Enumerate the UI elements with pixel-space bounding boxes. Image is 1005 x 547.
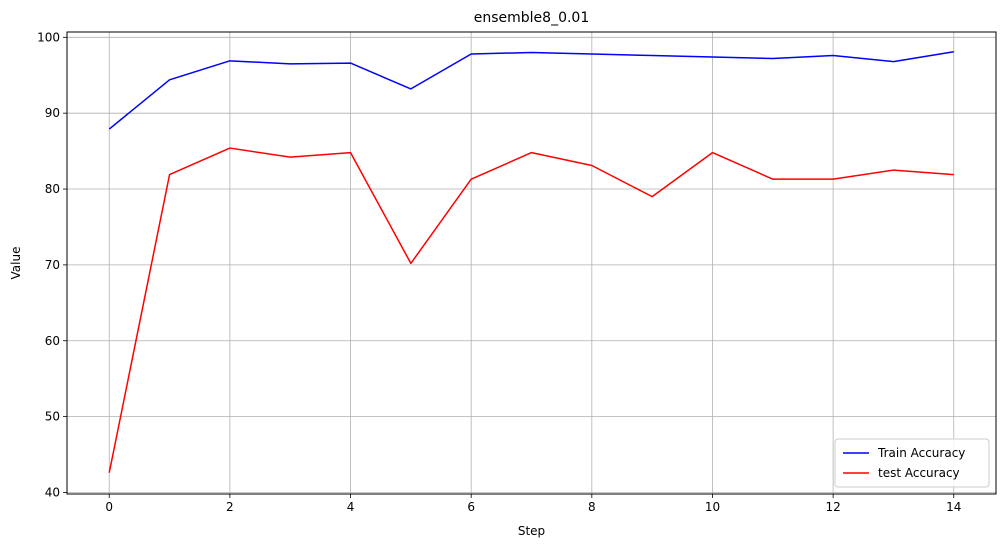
x-tick-label: 8 [588, 500, 596, 514]
y-tick-label: 70 [45, 258, 60, 272]
x-tick-label: 10 [705, 500, 720, 514]
y-tick-label: 60 [45, 334, 60, 348]
x-tick-label: 6 [467, 500, 475, 514]
x-tick-label: 14 [946, 500, 961, 514]
x-tick-label: 0 [105, 500, 113, 514]
y-axis-label: Value [9, 247, 23, 280]
y-tick-label: 100 [37, 30, 60, 44]
legend-label: Train Accuracy [877, 446, 965, 460]
chart-title: ensemble8_0.01 [474, 10, 590, 26]
legend: Train Accuracy test Accuracy [834, 438, 990, 488]
x-axis-label: Step [518, 524, 545, 538]
x-tick-label: 2 [226, 500, 234, 514]
legend-label: test Accuracy [878, 466, 960, 480]
y-tick-label: 90 [45, 106, 60, 120]
series-line-train-accuracy [108, 50, 954, 130]
x-tick-label: 4 [347, 500, 355, 514]
plot-frame [66, 31, 997, 495]
y-tick-label: 80 [45, 182, 60, 196]
x-tick-label: 12 [825, 500, 840, 514]
y-tick-label: 40 [45, 485, 60, 499]
series-lines [108, 50, 954, 473]
axis-ticks: 0 2 4 6 8 10 12 14 40 50 60 70 80 90 100 [37, 30, 961, 514]
y-tick-label: 50 [45, 410, 60, 424]
grid-lines [67, 32, 996, 494]
series-line-test-accuracy [108, 147, 954, 473]
legend-box [834, 438, 990, 488]
